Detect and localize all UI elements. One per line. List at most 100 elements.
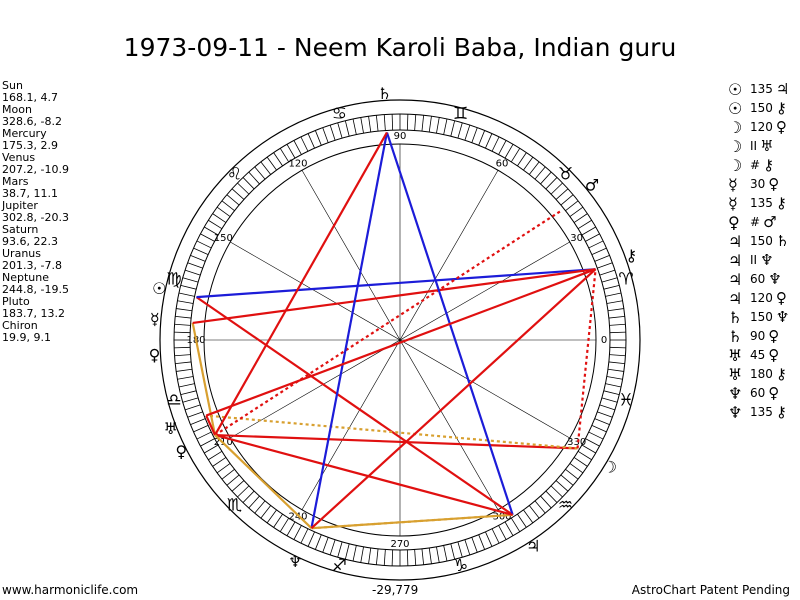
degree-tick [540, 495, 552, 509]
degree-tick [174, 331, 191, 334]
aspect-planet-glyph: ♆ [728, 403, 743, 422]
aspect-angle: 150 [750, 234, 773, 248]
planet-positions-list: Sun 168.1, 4.7 Moon 328.6, -8.2 Mercury 175.3… [2, 80, 69, 344]
aspect-angle: 45 [750, 348, 766, 362]
degree-tick [231, 188, 245, 200]
degree-tick [565, 468, 579, 480]
degree-tick [421, 548, 425, 565]
degree-tick [190, 418, 206, 426]
aspect-angle: # [750, 158, 761, 172]
degree-tick [180, 390, 197, 396]
degree-tick [190, 254, 206, 262]
degree-tick [307, 531, 315, 547]
degree-tick [208, 219, 223, 230]
planet-glyph: ♀ [149, 345, 161, 364]
degree-tick [260, 161, 272, 175]
degree-tick [545, 177, 558, 190]
zodiac-glyph: ♌ [227, 165, 242, 185]
outer-ring [159, 99, 641, 581]
degree-tick [534, 166, 546, 180]
degree-tick [226, 194, 240, 206]
aspect-planet-glyph: ♀ [768, 384, 780, 402]
degree-tick [352, 118, 357, 135]
website-link[interactable]: www.harmoniclife.com [2, 583, 139, 597]
degree-tick [608, 361, 625, 365]
degree-tick [436, 117, 440, 134]
degree-tick [391, 549, 394, 566]
degree-tick [248, 495, 260, 509]
aspect-planet-glyph: ♀ [728, 213, 740, 232]
aspect-line [214, 209, 563, 436]
aspect-planet-glyph: ☽ [728, 137, 743, 156]
degree-tick [597, 411, 613, 418]
aspect-angle: 135 [750, 82, 773, 96]
degree-tick [322, 537, 329, 553]
degree-tick [322, 127, 329, 143]
degree-tick [180, 284, 197, 290]
degree-tick [471, 127, 478, 143]
aspect-planet-glyph: ⚷ [763, 156, 775, 174]
aspect-row: ♄ 90 ♀ [728, 327, 789, 346]
degree-tick [329, 124, 336, 141]
degree-tick [307, 133, 315, 149]
degree-tick [528, 161, 540, 175]
degree-tick [581, 444, 596, 454]
degree-tick [504, 521, 514, 536]
degree-tick [609, 346, 626, 349]
degree-tick [478, 534, 486, 550]
degree-tick [193, 247, 209, 255]
degree-tick [599, 404, 616, 411]
degree-tick [581, 226, 596, 236]
aspect-row: ☽ # ⚷ [728, 156, 789, 175]
degree-label: 300 [492, 512, 511, 523]
degree-tick [523, 156, 534, 171]
degree-tick [464, 539, 471, 556]
degree-label: 150 [214, 233, 233, 244]
aspect-planet-glyph: ♅ [760, 137, 774, 155]
aspect-planet-glyph: ♆ [728, 384, 743, 403]
degree-tick [428, 116, 432, 133]
degree-tick [443, 545, 448, 562]
degree-tick [605, 292, 622, 297]
planet-name: Sun [2, 79, 23, 92]
aspect-line [192, 268, 596, 325]
degree-tick [457, 541, 463, 558]
planet-glyph: ♃ [526, 536, 540, 555]
aspect-row: ☉ 150 ⚷ [728, 99, 789, 118]
degree-tick [528, 505, 540, 519]
degree-tick [182, 397, 199, 403]
planet-coords: 38.7, 11.1 [2, 187, 58, 200]
aspect-row: ♃ 60 ♆ [728, 270, 789, 289]
degree-tick [204, 226, 219, 236]
degree-tick [286, 144, 296, 159]
aspect-line [310, 268, 597, 530]
degree-tick [485, 133, 493, 149]
degree-tick [555, 188, 569, 200]
aspect-angle: 120 [750, 120, 773, 134]
degree-tick [196, 240, 212, 249]
aspect-line [214, 434, 513, 516]
zodiac-glyph: ♏ [227, 495, 242, 515]
degree-tick [550, 182, 563, 195]
planet-coords: 207.2, -10.9 [2, 163, 69, 176]
degree-tick [504, 144, 514, 159]
degree-tick [443, 118, 448, 135]
degree-tick [237, 485, 250, 498]
degree-tick [260, 505, 272, 519]
aspect-line [214, 434, 313, 529]
degree-label: 60 [496, 158, 509, 169]
planet-coords: 244.8, -19.5 [2, 283, 69, 296]
degree-tick [585, 438, 600, 447]
aspect-planet-glyph: ♂ [763, 213, 777, 231]
planet-name: Saturn [2, 223, 39, 236]
aspect-planet-glyph: ☽ [728, 156, 743, 175]
planet-name: Moon [2, 103, 32, 116]
harmonic-score: -29,779 [372, 583, 419, 597]
degree-tick [517, 152, 527, 167]
planet-name: Uranus [2, 247, 41, 260]
degree-tick [273, 513, 283, 528]
degree-tick [231, 480, 245, 492]
degree-tick [254, 500, 266, 514]
degree-tick [603, 284, 620, 290]
